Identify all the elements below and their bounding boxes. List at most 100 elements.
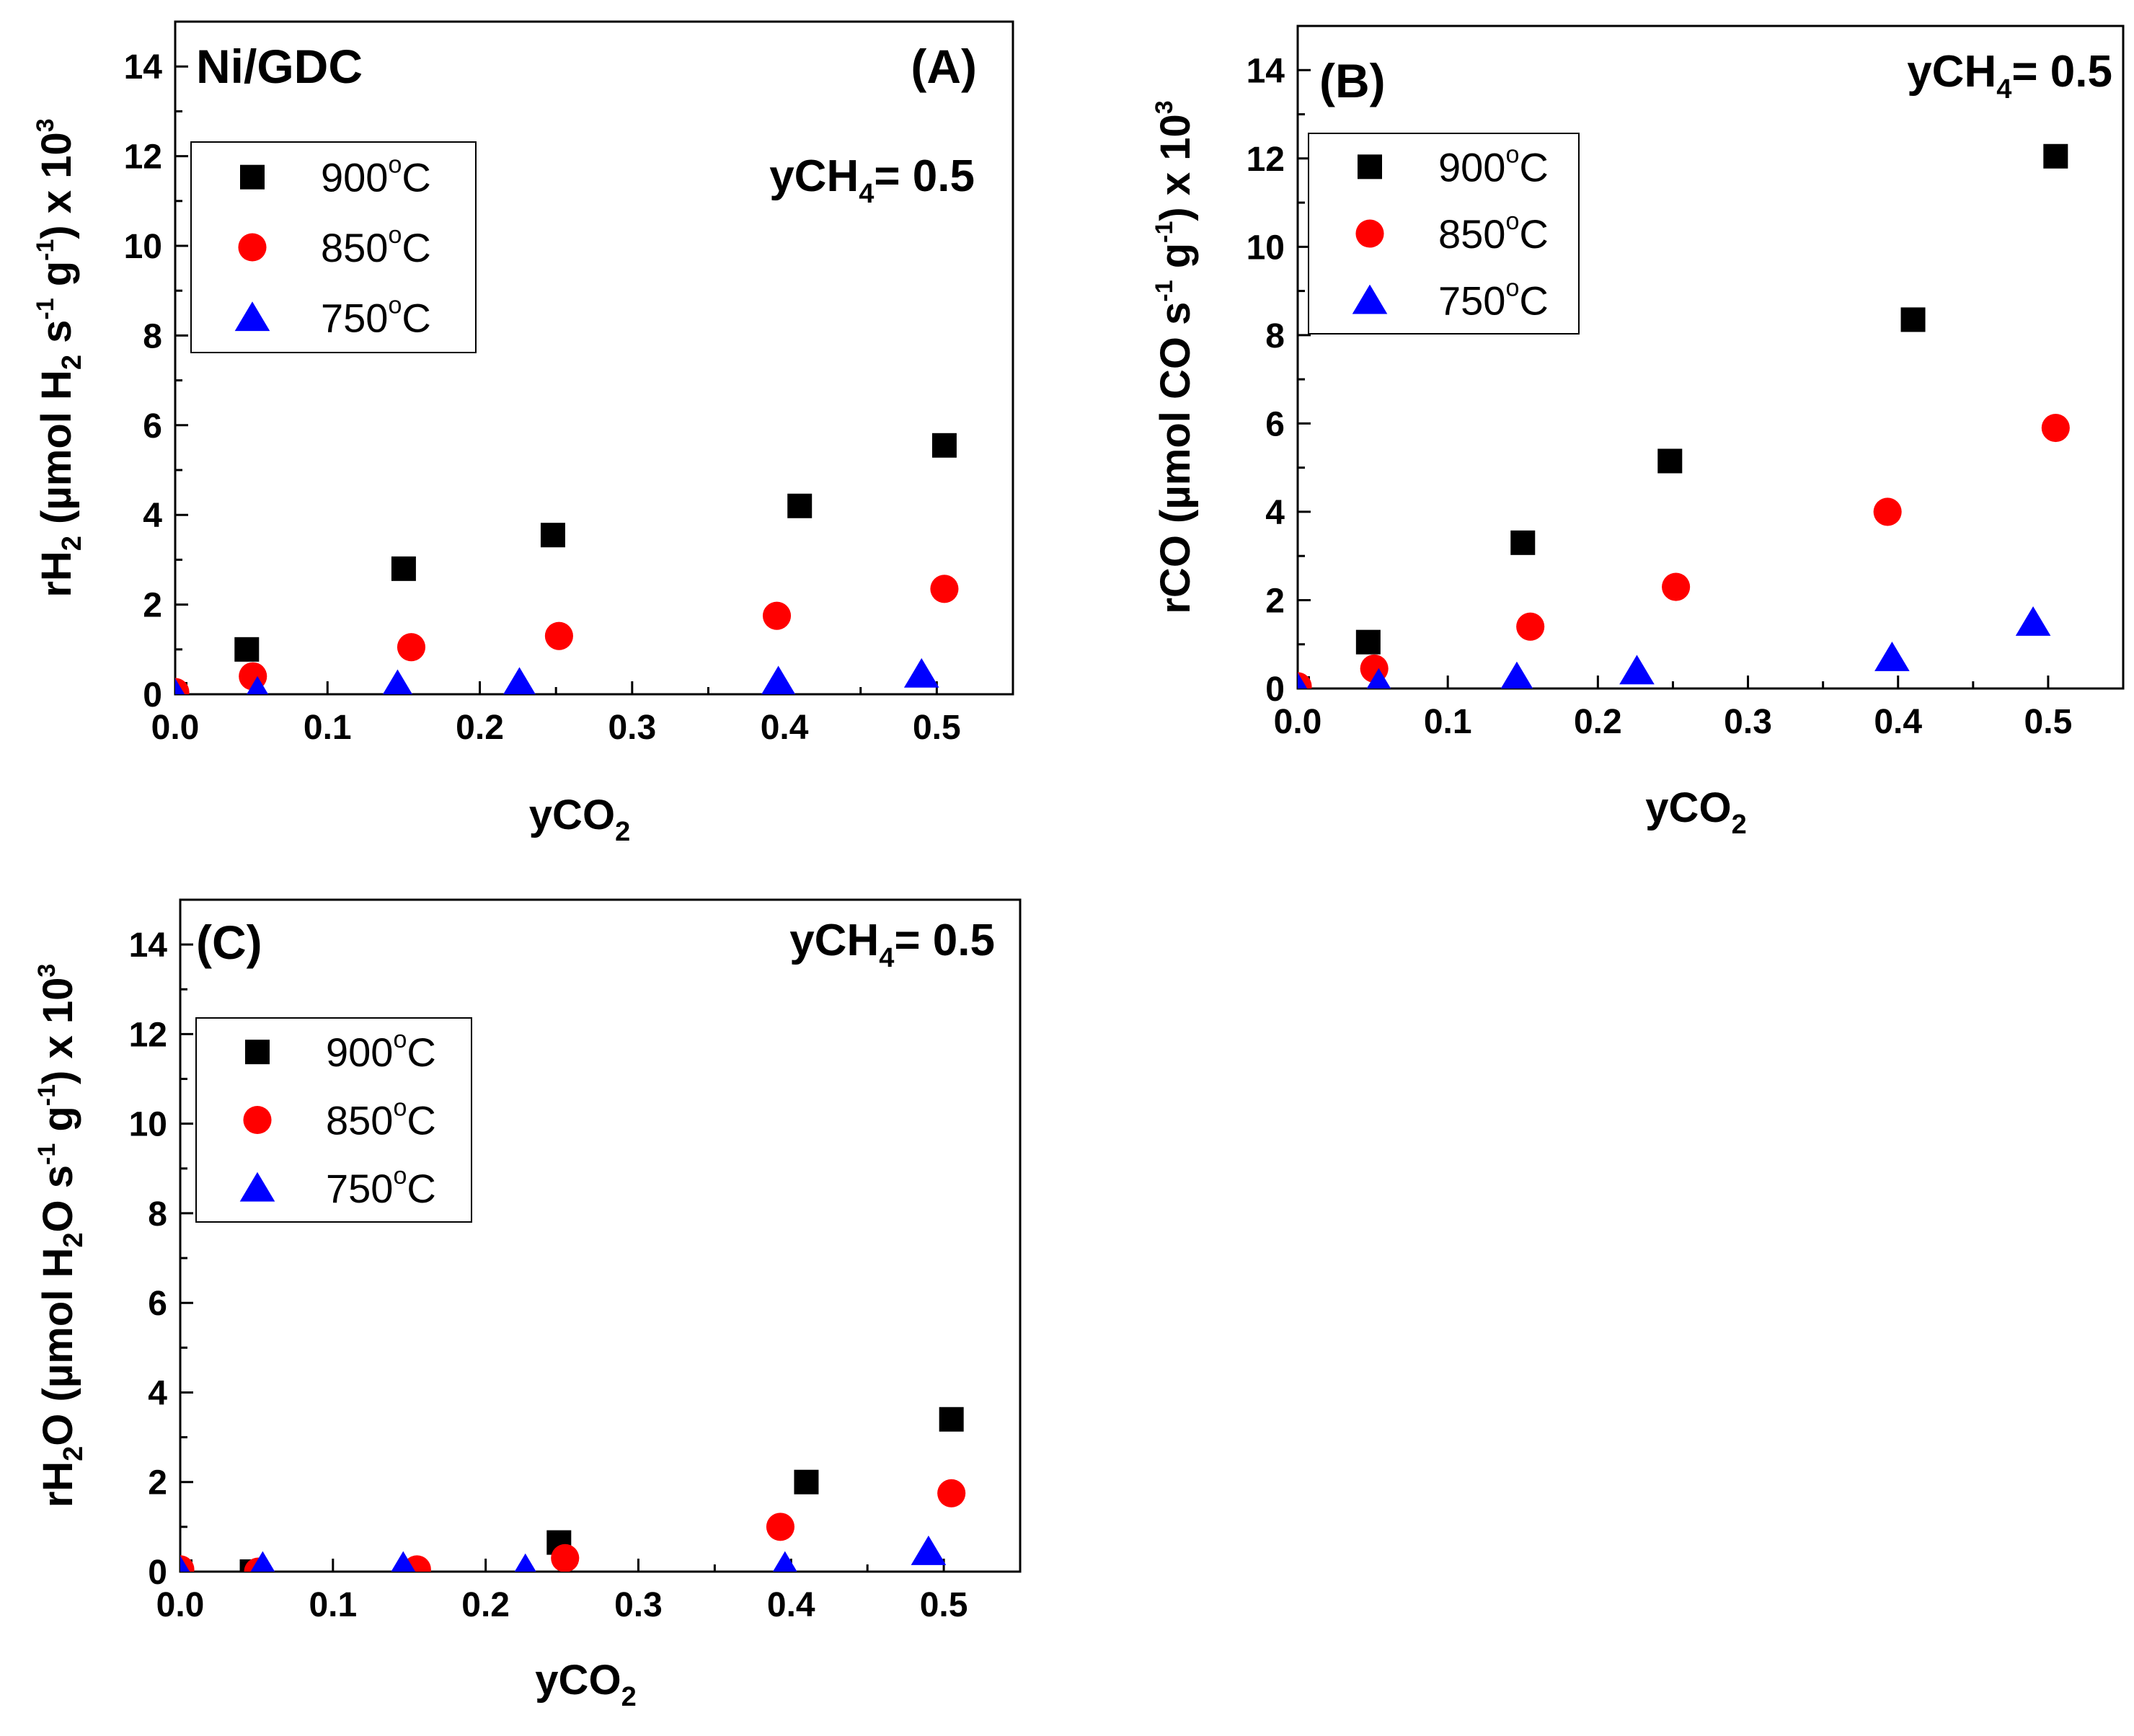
y-tick-label: 14 — [129, 926, 168, 965]
y-tick-label: 2 — [143, 587, 162, 625]
legend-box — [195, 1017, 472, 1223]
y-axis-title: rCO (µmol CO s-1 g-1) x 103 — [1151, 100, 1199, 614]
y-axis-title: rH2O (µmol H2O s-1 g-1) x 103 — [33, 964, 89, 1508]
x-tick-label: 0.4 — [767, 1586, 815, 1624]
x-tick-label: 0.3 — [1724, 703, 1772, 741]
point-850 — [762, 601, 792, 630]
x-tick-label: 0.5 — [913, 709, 961, 747]
y-tick-label: 10 — [129, 1106, 167, 1144]
x-tick-label: 0.1 — [309, 1586, 357, 1624]
y-tick-label: 0 — [143, 676, 162, 714]
point-750 — [180, 1555, 190, 1572]
x-axis-title: yCO2 — [535, 1657, 636, 1712]
point-850 — [2041, 413, 2070, 443]
legend-label: 850oC — [326, 1094, 436, 1143]
point-850 — [544, 621, 573, 650]
x-tick-label: 0.1 — [304, 709, 352, 747]
legend-marker-circle — [243, 1105, 272, 1135]
x-tick-label: 0.5 — [920, 1586, 968, 1624]
x-tick-label: 0.1 — [1424, 703, 1472, 741]
point-850 — [930, 575, 959, 603]
y-tick-label: 12 — [124, 138, 162, 177]
x-tick-label: 0.0 — [1274, 703, 1322, 741]
plot-frame — [1296, 25, 2125, 690]
point-850 — [397, 633, 426, 662]
ych4-annotation: yCH4= 0.5 — [789, 916, 995, 973]
y-tick-label: 10 — [1247, 229, 1285, 267]
point-750 — [503, 667, 536, 694]
point-750 — [903, 657, 939, 688]
point-750 — [1619, 655, 1655, 685]
legend-label: 750oC — [321, 291, 431, 340]
x-tick-label: 0.4 — [1874, 703, 1922, 741]
panel-label: (B) — [1319, 54, 1386, 107]
ych4-annotation: yCH4= 0.5 — [769, 151, 975, 209]
point-900 — [939, 1407, 964, 1432]
point-900 — [931, 433, 957, 458]
point-750 — [247, 676, 269, 694]
point-900 — [234, 637, 260, 662]
point-850 — [766, 1513, 794, 1541]
point-750 — [382, 669, 412, 694]
y-tick-label: 14 — [124, 48, 163, 87]
x-tick-label: 0.0 — [156, 1586, 205, 1624]
y-tick-label: 6 — [1265, 405, 1285, 443]
y-tick-label: 4 — [1265, 494, 1285, 532]
legend-label: 750oC — [326, 1162, 436, 1211]
point-750 — [250, 1551, 275, 1572]
point-900 — [391, 556, 416, 581]
point-850 — [937, 1479, 966, 1507]
legend-marker-square — [240, 164, 265, 190]
catalyst-label: Ni/GDC — [196, 40, 363, 93]
y-axis-title: rH2 (µmol H2 s-1 g-1) x 103 — [32, 118, 87, 597]
x-tick-label: 0.2 — [456, 709, 504, 747]
y-tick-label: 8 — [143, 317, 162, 355]
point-750 — [1500, 661, 1533, 688]
y-tick-label: 2 — [148, 1464, 167, 1502]
point-750 — [911, 1535, 947, 1565]
legend-label: 900oC — [326, 1026, 436, 1075]
panel-label: (A) — [911, 40, 977, 93]
point-900 — [1657, 448, 1683, 474]
ych4-annotation: yCH4= 0.5 — [1907, 47, 2112, 105]
legend-label: 850oC — [1438, 208, 1549, 257]
point-750 — [391, 1551, 416, 1572]
point-900 — [1510, 530, 1536, 555]
legend-label: 850oC — [321, 221, 431, 270]
x-tick-label: 0.3 — [608, 709, 656, 747]
plot-frame — [174, 20, 1014, 696]
x-axis-title: yCO2 — [1645, 784, 1746, 840]
y-tick-label: 8 — [1265, 317, 1285, 355]
y-tick-label: 4 — [143, 497, 162, 535]
y-tick-label: 6 — [143, 407, 162, 446]
point-750 — [1298, 672, 1308, 688]
legend-marker-square — [245, 1040, 270, 1065]
data-points — [175, 433, 959, 694]
legend-marker-triangle — [1352, 284, 1388, 314]
y-tick-label: 12 — [1247, 141, 1285, 179]
point-750 — [175, 678, 185, 694]
panel-c: 0.0 0.1 0.2 0.3 0.4 0.5 0 2 4 6 8 10 12 14 yCO2 rH2O (µ… — [33, 898, 1022, 1712]
legend-label: 750oC — [1438, 275, 1549, 324]
y-tick-label: 8 — [148, 1195, 167, 1234]
legend-marker-circle — [238, 233, 267, 262]
data-points — [1298, 143, 2070, 688]
x-tick-label: 0.2 — [461, 1586, 510, 1624]
legend-marker-triangle — [234, 301, 270, 332]
point-850 — [1662, 572, 1691, 601]
plot-frame — [179, 898, 1022, 1573]
y-tick-label: 4 — [148, 1374, 167, 1412]
x-tick-label: 0.4 — [761, 709, 809, 747]
x-tick-label: 0.2 — [1574, 703, 1622, 741]
point-900 — [1355, 629, 1381, 655]
x-tick-label: 0.0 — [151, 709, 200, 747]
point-900 — [2043, 143, 2068, 169]
point-900 — [1900, 307, 1926, 332]
legend-marker-triangle — [239, 1172, 275, 1202]
y-tick-label: 14 — [1247, 52, 1285, 90]
y-tick-label: 0 — [1265, 670, 1285, 709]
point-750 — [514, 1553, 536, 1572]
panel-label: (C) — [196, 916, 262, 969]
y-tick-label: 6 — [148, 1285, 167, 1323]
